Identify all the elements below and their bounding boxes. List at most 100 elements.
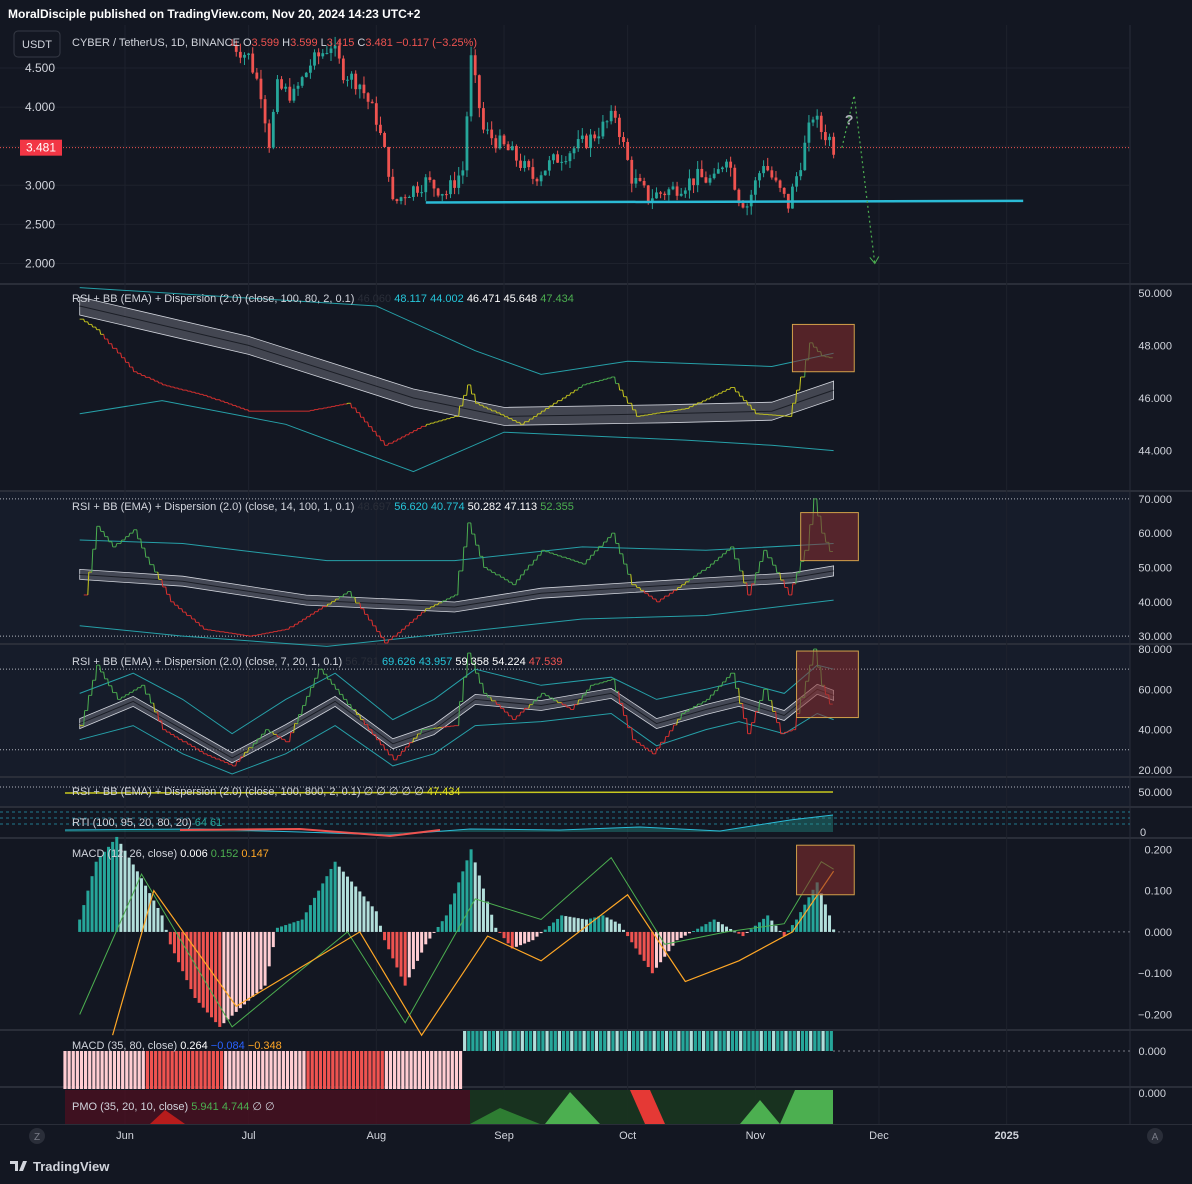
rsi-100-rsi-segment: [309, 409, 311, 412]
rsi-100-rsi-segment: [429, 422, 432, 425]
macd-35-80-bar: [710, 1031, 714, 1051]
rsi-14-rsi-segment: [280, 629, 283, 632]
macd-35-80-bar: [829, 1031, 833, 1051]
rsi-14-rsi-segment: [173, 601, 176, 606]
macd-histogram-bar: [556, 918, 560, 932]
macd-histogram-bar: [729, 928, 733, 932]
candle-body: [803, 142, 807, 171]
candle-body: [618, 117, 621, 138]
rsi-100-rsi-segment: [585, 383, 588, 386]
candle-body: [453, 180, 456, 188]
rsi-7-rsi-segment: [585, 690, 588, 696]
macd-35-80-bar: [318, 1051, 323, 1089]
macd-35-80-bar: [471, 1031, 475, 1051]
macd-histogram-bar: [667, 931, 671, 952]
rsi-100-rsi-segment: [420, 426, 423, 429]
auto-scale-right-button[interactable]: [1147, 1128, 1163, 1144]
macd-histogram-bar: [523, 931, 527, 944]
rsi-7-rsi-segment: [371, 729, 374, 735]
currency-button[interactable]: [13, 30, 61, 58]
macd-histogram-bar: [259, 931, 263, 990]
macd-histogram-bar: [716, 921, 720, 932]
rsi-14-rsi-segment: [758, 561, 761, 573]
rsi-14-rsi-segment: [115, 543, 118, 548]
rsi-800-line: [64, 791, 834, 794]
pmo-wave: [740, 1100, 780, 1124]
rsi-14-rsi-segment: [231, 632, 234, 635]
rsi-7-rsi-segment: [367, 724, 370, 730]
rsi-14-rsi-segment: [593, 550, 596, 556]
rsi-14-rsi-segment: [672, 590, 675, 594]
macd-35-80-bar: [145, 1051, 149, 1089]
rsi-14-tick-label: 40.000: [1138, 597, 1172, 609]
macd-35-80-bar: [734, 1031, 739, 1051]
rsi-14-rsi-segment: [511, 582, 514, 585]
rsi-7-rsi-segment: [243, 752, 246, 757]
rsi-14-rsi-segment: [379, 631, 382, 638]
rsi-7-rsi-segment: [536, 696, 539, 701]
macd-35-80-bar: [549, 1031, 553, 1051]
macd-35-80-bar: [458, 1051, 463, 1089]
macd-35-80-bar: [228, 1051, 232, 1089]
candle-body: [613, 110, 617, 118]
rsi-14-rsi-segment: [400, 629, 403, 633]
rsi-100-rsi-segment: [519, 422, 522, 425]
candle-body: [296, 85, 300, 89]
support-line: [425, 199, 1024, 204]
macd-histogram-bar: [284, 925, 288, 932]
rsi-100-rsi-segment: [577, 387, 580, 391]
candle-body: [721, 167, 724, 170]
macd-histogram-bar: [139, 878, 143, 932]
candle-body: [424, 177, 428, 193]
rsi-7-rsi-segment: [729, 673, 732, 678]
macd-35-80-bar: [121, 1051, 125, 1089]
macd-histogram-bar: [205, 931, 209, 1013]
rsi-7-rsi-segment: [157, 711, 160, 721]
rsi-14-rsi-segment: [705, 567, 708, 571]
rsi-100-rsi-segment: [754, 409, 757, 414]
macd-35-80-bar: [236, 1051, 240, 1089]
rsi-7-rsi-segment: [181, 739, 184, 742]
rsi-100-rsi-segment: [606, 377, 609, 380]
macd-histogram-bar: [391, 931, 395, 959]
rsi-14-rsi-segment: [799, 561, 802, 573]
macd-histogram-bar: [111, 841, 115, 932]
candle-body: [791, 186, 794, 209]
rsi-14-rsi-segment: [330, 601, 333, 605]
rsi-14-rsi-segment: [713, 560, 716, 565]
macd-35-80-bar: [248, 1051, 252, 1089]
rsi-14-rsi-segment: [429, 606, 432, 609]
rsi-7-tick-label: 60.000: [1138, 684, 1172, 696]
macd-histogram-bar: [675, 931, 679, 941]
rsi-14-rsi-segment: [503, 577, 506, 580]
auto-scale-left-button[interactable]: [29, 1128, 45, 1144]
macd-histogram-bar: [168, 931, 172, 945]
macd-histogram-bar: [510, 931, 514, 949]
macd-histogram-bar: [770, 920, 774, 932]
macd-35-80-bar: [697, 1031, 702, 1051]
rsi-7-rsi-segment: [91, 680, 94, 696]
macd-35-80-bar: [467, 1031, 471, 1051]
macd-35-80-bar: [767, 1031, 772, 1051]
rsi-7-rsi-segment: [165, 729, 168, 733]
candle-body: [469, 55, 473, 117]
rsi-14-rsi-segment: [733, 546, 736, 559]
rsi-100-rsi-segment: [144, 375, 147, 378]
rsi-100-rsi-segment: [330, 406, 332, 408]
candle-body: [362, 84, 366, 94]
time-axis-label-nov: Nov: [746, 1130, 766, 1142]
rsi-7-rsi-segment: [758, 700, 761, 712]
rsi-14-rsi-segment: [581, 562, 584, 565]
candle-body: [564, 161, 568, 163]
rsi-100-rsi-segment: [647, 414, 649, 416]
macd-histogram-bar: [786, 930, 790, 932]
macd-histogram-bar: [395, 931, 399, 968]
rsi-14-rsi-segment: [470, 522, 473, 535]
macd-histogram-bar: [502, 931, 506, 939]
rsi-14-rsi-segment: [185, 611, 188, 616]
rsi-100-rsi-segment: [149, 377, 152, 380]
rsi-7-rsi-segment: [400, 751, 403, 756]
auto-scale-right-label: A: [1152, 1132, 1159, 1143]
candle-body: [556, 154, 559, 163]
